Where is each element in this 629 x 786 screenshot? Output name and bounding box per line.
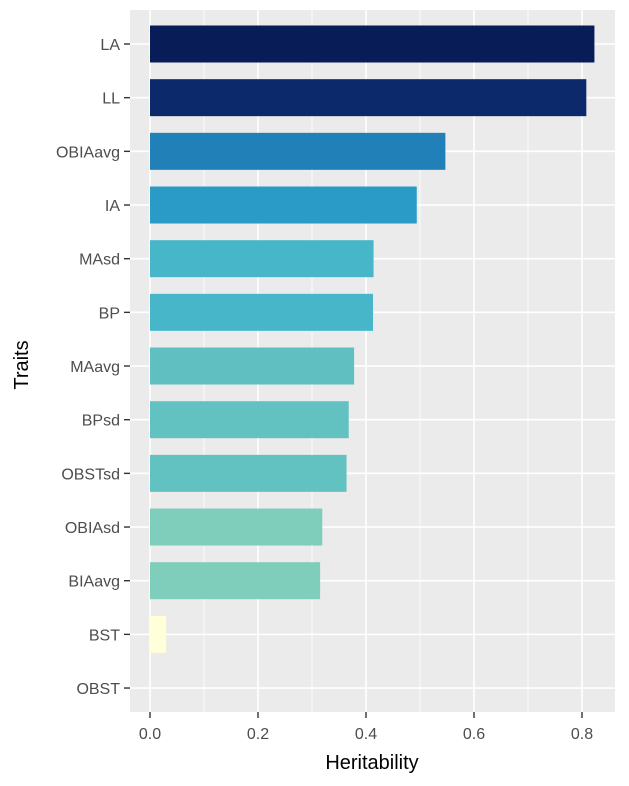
bar-BPsd [150,401,349,439]
x-axis-title: Heritability [325,752,418,774]
y-tick-label: BP [99,305,120,322]
x-axis: 0.0 0.2 0.4 0.6 0.8 [139,712,593,743]
x-tick-label: 0.2 [247,726,269,743]
y-tick-label: OBIAavg [56,144,120,161]
y-axis: LA LL OBIAavg IA MAsd BP MAavg BPsd OBSTsd OBIAsd… [56,37,130,698]
bar-BST [150,615,167,653]
y-tick-label: LA [100,37,120,54]
bar-LA [150,25,595,63]
y-tick-label: OBST [76,681,120,698]
y-tick-label: OBSTsd [61,466,120,483]
y-tick-label: BIAavg [68,574,120,591]
bar-BP [150,293,374,331]
bars [150,25,595,653]
y-tick-label: MAsd [79,252,120,269]
bar-LL [150,79,587,117]
bar-BIAavg [150,562,321,600]
y-tick-label: BPsd [82,413,120,430]
y-tick-label: LL [102,91,120,108]
bar-MAsd [150,240,374,278]
bar-OBIAsd [150,508,323,546]
y-axis-title: Traits [11,340,33,389]
y-tick-label: IA [105,198,120,215]
x-tick-label: 0.4 [355,726,377,743]
bar-MAavg [150,347,355,385]
y-tick-label: MAavg [70,359,120,376]
x-tick-label: 0.8 [571,726,593,743]
bar-IA [150,186,417,224]
bar-OBSTsd [150,454,347,492]
x-tick-label: 0.6 [463,726,485,743]
bar-OBIAavg [150,132,446,170]
x-tick-label: 0.0 [139,726,161,743]
y-tick-label: OBIAsd [65,520,120,537]
y-tick-label: BST [89,627,120,644]
